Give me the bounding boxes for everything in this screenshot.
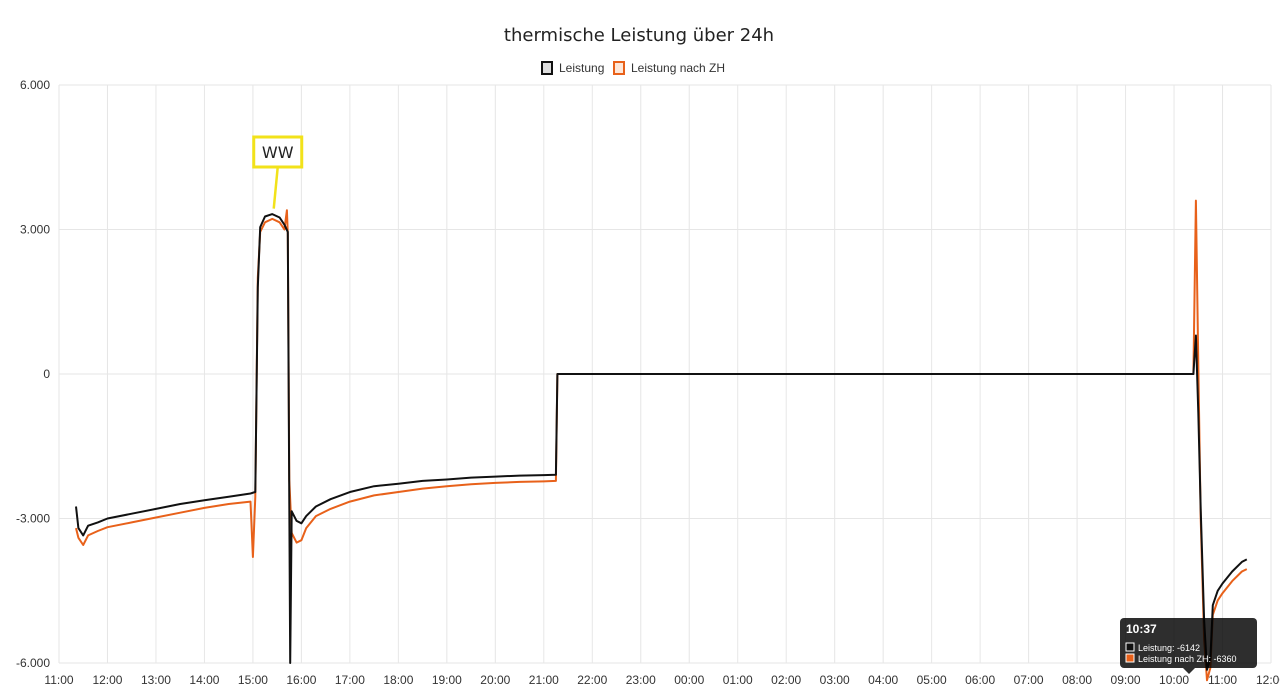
x-tick-label: 12:00	[1256, 673, 1280, 687]
x-tick-label: 06:00	[965, 673, 995, 687]
x-tick-label: 18:00	[383, 673, 413, 687]
legend: Leistung Leistung nach ZH	[541, 61, 725, 75]
legend-label-leistung: Leistung	[559, 61, 604, 75]
legend-swatch-leistung-nach-zh	[613, 61, 625, 75]
x-tick-label: 21:00	[529, 673, 559, 687]
tooltip-line-leistung-nach-zh: Leistung nach ZH: -6360	[1138, 654, 1237, 664]
x-tick-label: 12:00	[92, 673, 122, 687]
tooltip-title: 10:37	[1126, 622, 1157, 636]
y-axis: 6.000 3.000 0 -3.000 -6.000	[16, 78, 50, 670]
tooltip: 10:37 Leistung: -6142 Leistung nach ZH: …	[1120, 618, 1257, 674]
tooltip-line-leistung: Leistung: -6142	[1138, 643, 1200, 653]
y-tick-label: -6.000	[16, 656, 50, 670]
x-tick-label: 11:00	[1208, 673, 1237, 687]
legend-item-leistung-nach-zh[interactable]: Leistung nach ZH	[613, 61, 725, 75]
annotation-box	[252, 135, 304, 169]
series-layer	[75, 199, 1248, 682]
x-tick-label: 19:00	[432, 673, 462, 687]
x-tick-label: 07:00	[1014, 673, 1044, 687]
x-tick-label: 10:00	[1159, 673, 1189, 687]
x-tick-label: 02:00	[771, 673, 801, 687]
annotation-pointer	[272, 166, 279, 209]
tooltip-swatch-leistung-nach-zh	[1125, 653, 1135, 663]
y-tick-label: 0	[43, 367, 50, 381]
legend-label-leistung-nach-zh: Leistung nach ZH	[631, 61, 725, 75]
x-tick-label: 04:00	[868, 673, 898, 687]
x-tick-label: 11:00	[44, 673, 73, 687]
x-tick-label: 01:00	[723, 673, 753, 687]
annotation-ww: WW	[252, 135, 304, 209]
x-tick-label: 17:00	[335, 673, 365, 687]
legend-swatch-leistung	[541, 61, 553, 75]
legend-item-leistung[interactable]: Leistung	[541, 61, 604, 75]
x-tick-label: 03:00	[820, 673, 850, 687]
y-tick-label: 3.000	[20, 223, 50, 237]
y-tick-label: -3.000	[16, 512, 50, 526]
x-tick-label: 05:00	[917, 673, 947, 687]
x-tick-label: 23:00	[626, 673, 656, 687]
x-tick-label: 09:00	[1111, 673, 1141, 687]
tooltip-box	[1120, 618, 1257, 668]
tooltip-swatch-leistung	[1125, 642, 1135, 652]
x-tick-label: 22:00	[577, 673, 607, 687]
series-line-leistung	[75, 213, 1248, 671]
x-tick-label: 20:00	[480, 673, 510, 687]
x-tick-label: 00:00	[674, 673, 704, 687]
x-tick-label: 13:00	[141, 673, 171, 687]
x-tick-label: 14:00	[189, 673, 219, 687]
y-tick-label: 6.000	[20, 78, 50, 92]
annotation-label: WW	[262, 143, 294, 162]
tooltip-caret	[1183, 668, 1195, 674]
series-line-leistung-nach-zh	[75, 199, 1248, 682]
x-axis: 11:00 12:00 13:00 14:00 15:00 16:00 17:00 18:00…	[44, 673, 1280, 687]
x-tick-label: 16:00	[286, 673, 316, 687]
x-tick-label: 08:00	[1062, 673, 1092, 687]
chart-title: thermische Leistung über 24h	[504, 25, 774, 46]
x-tick-label: 15:00	[238, 673, 268, 687]
